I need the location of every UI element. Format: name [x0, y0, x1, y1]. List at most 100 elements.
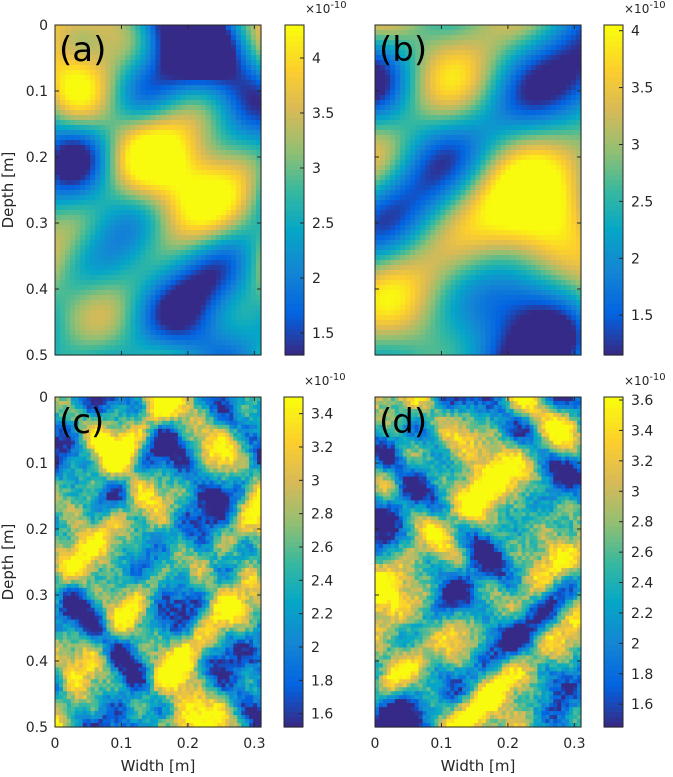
- heatmap-cell: [185, 305, 192, 311]
- heatmap-cell: [410, 100, 416, 106]
- heatmap-cell: [575, 240, 582, 246]
- heatmap-cell: [230, 75, 237, 81]
- heatmap-cell: [555, 215, 562, 221]
- heatmap-cell: [80, 320, 86, 326]
- heatmap-cell: [410, 75, 416, 81]
- heatmap-cell: [490, 280, 497, 286]
- heatmap-cell: [80, 85, 86, 91]
- heatmap-cell: [55, 125, 61, 131]
- heatmap-cell: [140, 45, 147, 51]
- heatmap-cell: [195, 65, 202, 71]
- heatmap-cell: [200, 175, 207, 181]
- heatmap-cell: [250, 270, 257, 276]
- heatmap-cell: [475, 245, 482, 251]
- heatmap-cell: [160, 265, 167, 271]
- heatmap-cell: [125, 135, 131, 141]
- heatmap-cell: [525, 270, 532, 276]
- heatmap-cell: [180, 60, 187, 66]
- heatmap-cell: [60, 220, 66, 226]
- heatmap-cell: [240, 170, 247, 176]
- heatmap-cell: [430, 40, 436, 46]
- heatmap-cell: [555, 35, 562, 41]
- heatmap-cell: [95, 330, 101, 336]
- heatmap-cell: [75, 245, 81, 251]
- heatmap-cell: [490, 230, 497, 236]
- heatmap-cell: [245, 95, 252, 101]
- heatmap-cell: [255, 300, 262, 306]
- heatmap-cell: [240, 265, 247, 271]
- heatmap-cell: [485, 285, 492, 291]
- heatmap-cell: [70, 250, 76, 256]
- heatmap-cell: [250, 145, 257, 151]
- heatmap-cell: [500, 140, 507, 146]
- heatmap-cell: [130, 130, 136, 136]
- heatmap-cell: [445, 130, 451, 136]
- heatmap-cell: [185, 45, 192, 51]
- heatmap-cell: [240, 75, 247, 81]
- heatmap-cell: [520, 185, 527, 191]
- heatmap-cell: [395, 225, 401, 231]
- heatmap-cell: [110, 345, 116, 351]
- heatmap-cell: [250, 350, 257, 356]
- heatmap-cell: [70, 105, 76, 111]
- heatmap-cell: [505, 35, 512, 41]
- heatmap-cell: [60, 90, 66, 96]
- heatmap-cell: [535, 255, 542, 261]
- heatmap-cell: [495, 185, 502, 191]
- heatmap-cell: [215, 210, 222, 216]
- heatmap-cell: [65, 245, 71, 251]
- heatmap-cell: [75, 260, 81, 266]
- heatmap-cell: [200, 115, 207, 121]
- heatmap-cell: [485, 75, 492, 81]
- heatmap-cell: [105, 150, 111, 156]
- heatmap-cell: [115, 340, 121, 346]
- heatmap-cell: [125, 155, 131, 161]
- heatmap-cell: [470, 245, 477, 251]
- heatmap-cell: [420, 95, 426, 101]
- heatmap-cell: [570, 160, 577, 166]
- heatmap-cell: [570, 225, 577, 231]
- heatmap-cell: [95, 185, 101, 191]
- heatmap-cell: [125, 340, 131, 346]
- heatmap-cell: [495, 35, 502, 41]
- heatmap-cell: [195, 190, 202, 196]
- heatmap-cell: [545, 190, 552, 196]
- heatmap-cell: [530, 245, 537, 251]
- heatmap-cell: [95, 300, 101, 306]
- heatmap-cell: [70, 175, 76, 181]
- heatmap-cell: [430, 195, 436, 201]
- heatmap-cell: [205, 170, 212, 176]
- heatmap-cell: [485, 225, 492, 231]
- heatmap-cell: [125, 280, 131, 286]
- heatmap-cell: [185, 280, 192, 286]
- heatmap-cell: [245, 170, 252, 176]
- heatmap-cell: [460, 30, 467, 36]
- heatmap-cell: [210, 265, 217, 271]
- heatmap-cell: [65, 140, 71, 146]
- heatmap-cell: [535, 50, 542, 56]
- heatmap-cell: [160, 140, 167, 146]
- heatmap-cell: [520, 235, 527, 241]
- heatmap-cell: [415, 175, 421, 181]
- heatmap-cell: [180, 145, 187, 151]
- heatmap-cell: [135, 55, 142, 61]
- heatmap-cell: [255, 95, 262, 101]
- heatmap-cell: [210, 145, 217, 151]
- heatmap-cell: [440, 100, 446, 106]
- heatmap-cell: [170, 300, 177, 306]
- heatmap-cell: [70, 80, 76, 86]
- heatmap-cell: [135, 215, 142, 221]
- heatmap-cell: [215, 310, 222, 316]
- heatmap-cell: [60, 330, 66, 336]
- heatmap-cell: [410, 130, 416, 136]
- heatmap-cell: [545, 105, 552, 111]
- heatmap-cell: [390, 50, 396, 56]
- heatmap-cell: [180, 55, 187, 61]
- heatmap-cell: [130, 150, 136, 156]
- heatmap-cell: [115, 30, 121, 36]
- heatmap-cell: [550, 265, 557, 271]
- heatmap-cell: [520, 240, 527, 246]
- heatmap-cell: [405, 140, 411, 146]
- heatmap-cell: [150, 345, 157, 351]
- heatmap-cell: [70, 345, 76, 351]
